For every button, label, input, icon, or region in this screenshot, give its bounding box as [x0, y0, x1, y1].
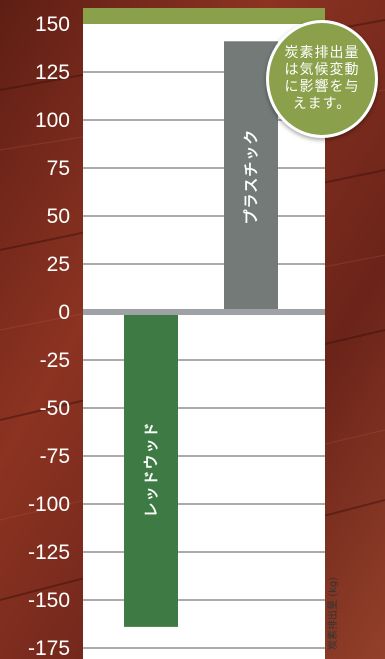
y-tick-label: -100 [28, 493, 70, 516]
y-tick-label: 75 [47, 157, 70, 180]
y-tick-label: 0 [58, 301, 70, 324]
top-accent-band [83, 8, 325, 24]
bar-label: プラスチック [242, 129, 260, 225]
y-tick-label: 25 [47, 253, 70, 276]
y-tick-label: -75 [40, 445, 70, 468]
zero-axis-line [83, 309, 325, 315]
y-tick-label: -125 [28, 541, 70, 564]
carbon-emission-callout: 炭素排出量は気候変動に影響を与えます。 [266, 20, 378, 138]
callout-text: 炭素排出量は気候変動に影響を与えます。 [284, 45, 360, 112]
y-tick-label: 50 [47, 205, 70, 228]
y-tick-label: -150 [28, 589, 70, 612]
y-tick-label: -50 [40, 397, 70, 420]
y-tick-label: -175 [28, 637, 70, 659]
y-tick-label: 150 [35, 13, 70, 36]
bar-label: レッドウッド [142, 421, 160, 517]
y-tick-label: -25 [40, 349, 70, 372]
y-axis-label: 炭素排出量 (kg) [326, 577, 339, 650]
y-tick-label: 125 [35, 61, 70, 84]
y-tick-label: 100 [35, 109, 70, 132]
bar-redwood [124, 312, 178, 627]
